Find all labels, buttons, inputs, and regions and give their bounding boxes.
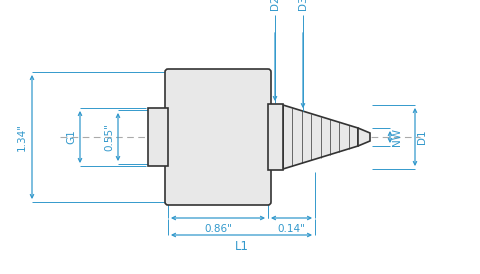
Text: 0.14": 0.14" — [277, 224, 305, 234]
Text: D2: D2 — [270, 0, 280, 10]
Text: 1.34": 1.34" — [17, 123, 27, 151]
Text: D3: D3 — [298, 0, 308, 10]
Text: NW: NW — [392, 128, 402, 146]
Bar — [268, 104, 283, 170]
Text: D1: D1 — [417, 130, 427, 144]
Text: G1: G1 — [66, 130, 76, 144]
Bar — [148, 108, 168, 166]
Polygon shape — [358, 128, 370, 146]
Text: 0.55": 0.55" — [104, 123, 114, 151]
FancyBboxPatch shape — [165, 69, 271, 205]
Text: L1: L1 — [235, 239, 249, 253]
Polygon shape — [283, 105, 358, 169]
Text: 0.86": 0.86" — [204, 224, 232, 234]
